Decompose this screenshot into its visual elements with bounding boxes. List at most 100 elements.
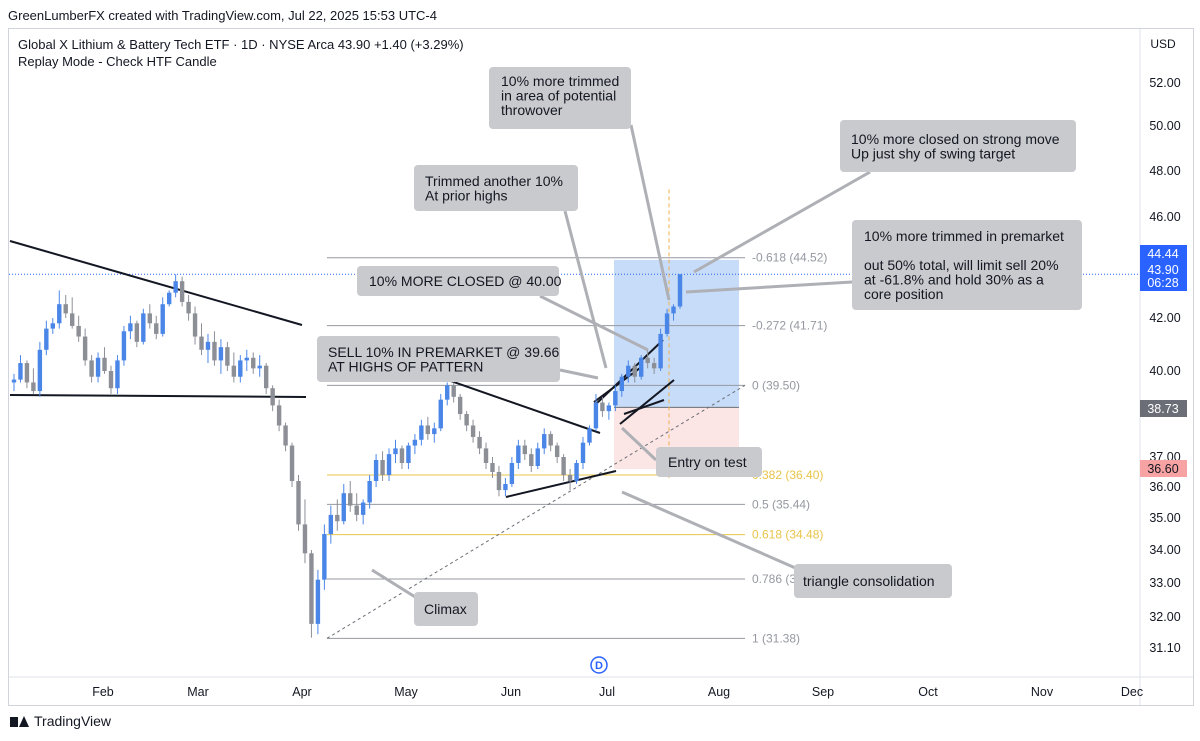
chart-frame[interactable]: USD 31.10 32.00 33.00 34.00 35.00 36.00 37.00 40… [8, 28, 1194, 706]
price-tag [1140, 400, 1187, 417]
position-profit-zone [614, 259, 739, 408]
x-tick-label: Nov [1031, 685, 1054, 699]
fib-level-label: -0.618 (44.52) [752, 251, 827, 265]
annotation-text: Climax [424, 601, 467, 617]
fib-level-label: -0.272 (41.71) [752, 319, 827, 333]
annotation-text: Entry on test [668, 454, 747, 470]
chart-svg[interactable]: USD31.1032.0033.0034.0035.0036.0037.0040… [9, 29, 1193, 705]
x-tick-label: Aug [708, 685, 730, 699]
y-tick-label: 50.00 [1149, 119, 1180, 133]
candle-body [451, 385, 456, 397]
price-tag [1140, 245, 1187, 262]
candle-body [296, 481, 301, 525]
candle-body [360, 502, 366, 515]
candle-body [192, 313, 198, 337]
candle-body [354, 505, 359, 515]
candle-body [445, 385, 450, 400]
annotation-text: at -61.8% and hold 30% as a [864, 272, 1044, 288]
candle-body [632, 365, 637, 377]
annotation-text: AT HIGHS OF PATTERN [328, 359, 483, 375]
candle-body [535, 448, 540, 466]
candle-body [470, 425, 476, 437]
fib-level-label: 0 (39.50) [752, 378, 800, 392]
candle-body [516, 445, 521, 463]
candle-body [309, 553, 314, 624]
candle-body [548, 434, 553, 446]
candle-body [626, 365, 631, 377]
callout-pointer [371, 568, 421, 602]
candle-body [50, 323, 55, 329]
pattern-trend-line [619, 379, 675, 425]
annotation-callout [317, 336, 560, 382]
candle-body [44, 328, 49, 350]
callout-pointer [539, 294, 649, 352]
annotation-callout [852, 220, 1082, 310]
candle-body [251, 357, 256, 369]
candle-body [76, 325, 81, 337]
candle-body [302, 524, 308, 554]
y-tick-label: 52.00 [1149, 76, 1180, 90]
candle-body [154, 323, 159, 334]
candle-body [225, 347, 230, 366]
price-tag-label: 38.73 [1147, 402, 1178, 416]
candle-body [645, 357, 650, 364]
candle-body [457, 396, 463, 414]
candle-body [613, 391, 618, 406]
y-tick-label: 48.00 [1149, 164, 1180, 178]
candle-body [664, 313, 670, 334]
currency-label: USD [1150, 37, 1176, 51]
candle-body [522, 445, 528, 455]
candle-body [412, 439, 418, 446]
candle-body [231, 365, 237, 377]
annotation-text: Up just shy of swing target [851, 146, 1015, 162]
footer-brand[interactable]: TradingView [10, 713, 111, 729]
y-tick-label: 36.00 [1149, 480, 1180, 494]
candle-body [425, 425, 431, 435]
callout-pointer [621, 490, 801, 572]
pattern-trend-line [9, 240, 303, 326]
candle-body [496, 472, 502, 491]
candle-body [128, 323, 133, 332]
annotation-text: At prior highs [425, 188, 507, 204]
candle-body [186, 301, 191, 314]
footer-brand-text: TradingView [34, 713, 112, 729]
candle-body [554, 445, 560, 457]
annotation-callout [656, 447, 762, 477]
candle-body [483, 448, 489, 463]
annotation-text: throwover [501, 102, 563, 118]
candle-body [57, 304, 62, 324]
candle-body [31, 382, 36, 392]
symbol-legend[interactable]: Global X Lithium & Battery Tech ETF · 1D… [18, 37, 464, 52]
candle-body [322, 534, 327, 580]
price-tag [1140, 460, 1187, 477]
annotation-callout [794, 564, 952, 598]
chart-credit: GreenLumberFX created with TradingView.c… [8, 8, 437, 23]
candle-body [179, 281, 185, 302]
candle-body [477, 436, 482, 449]
candle-body [238, 360, 243, 377]
annotation-text: triangle consolidation [803, 573, 935, 589]
callout-pointer [629, 124, 671, 301]
candle-body [341, 493, 346, 522]
candle-body [141, 313, 146, 342]
candle-body [380, 460, 385, 475]
annotation-text: core position [864, 286, 943, 302]
candle-body [658, 333, 663, 369]
candle-body [561, 457, 566, 475]
dividend-marker-label: D [595, 660, 603, 672]
candle-body [574, 463, 579, 481]
candle-body [270, 388, 275, 406]
pattern-trend-line [505, 470, 617, 498]
candle-body [373, 460, 379, 481]
annotation-text: 10% MORE CLOSED @ 40.00 [369, 273, 562, 289]
x-tick-label: Oct [918, 685, 938, 699]
candle-body [406, 445, 411, 463]
pattern-trend-line [447, 379, 601, 434]
candle-body [205, 341, 211, 350]
price-tag-countdown: 06:28 [1147, 276, 1178, 290]
annotation-text: 10% more trimmed [501, 73, 619, 89]
x-tick-label: Mar [187, 685, 209, 699]
callout-pointer [685, 280, 853, 294]
annotation-callout [489, 67, 631, 129]
x-tick-label: Jun [501, 685, 521, 699]
